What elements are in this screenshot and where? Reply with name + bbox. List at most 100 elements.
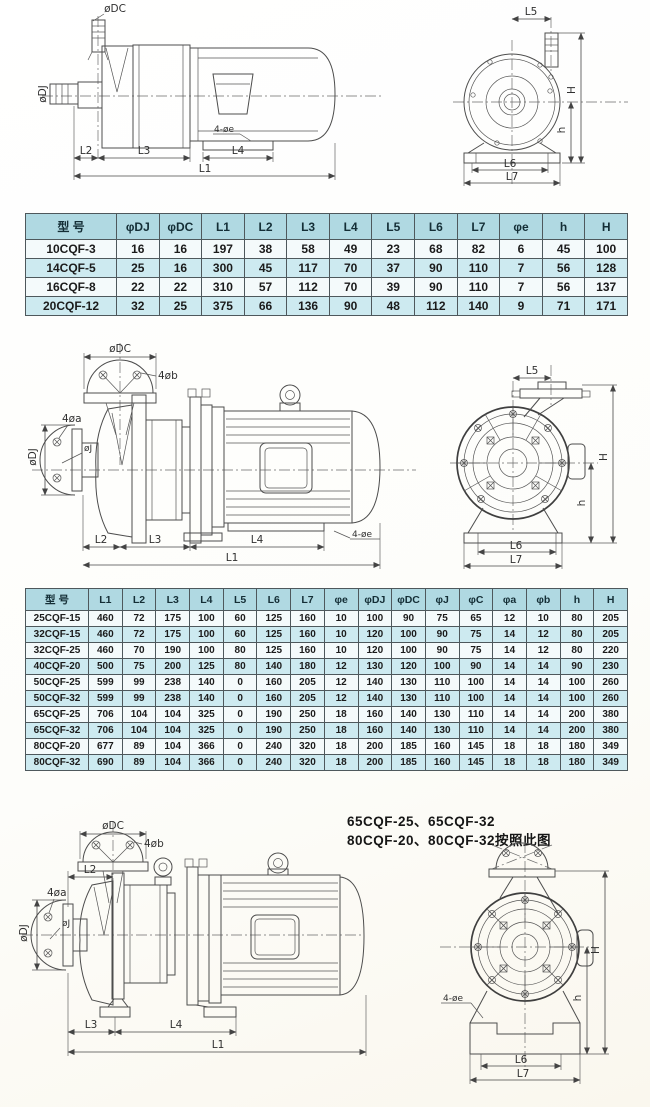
- value-cell: 366: [189, 754, 224, 771]
- value-cell: 205: [593, 626, 628, 643]
- dim-label: 4øa: [62, 413, 82, 425]
- model-cell: 20CQF-12: [25, 296, 117, 316]
- value-cell: 190: [256, 722, 292, 739]
- value-cell: 375: [201, 296, 245, 316]
- column-header: L1: [88, 588, 123, 611]
- table-row: 32CQF-25 460 70 190 100 80 125 160 10 120 100 90 75 1…: [25, 642, 628, 659]
- value-cell: 99: [121, 690, 157, 707]
- value-cell: 130: [391, 690, 426, 707]
- dim-label: 4-øe: [352, 530, 372, 540]
- value-cell: 100: [357, 610, 393, 627]
- value-cell: 37: [371, 258, 416, 278]
- value-cell: 100: [424, 658, 460, 675]
- dim-label: øDJ: [18, 924, 30, 942]
- column-header: φe: [499, 213, 543, 240]
- value-cell: 90: [424, 626, 460, 643]
- dim-label: L4: [251, 534, 264, 546]
- value-cell: 38: [243, 239, 288, 259]
- model-cell: 16CQF-8: [25, 277, 117, 297]
- value-cell: 104: [121, 706, 157, 723]
- centerlines: [22, 821, 364, 936]
- column-header: φC: [458, 588, 494, 611]
- value-cell: 100: [391, 642, 426, 659]
- value-cell: 90: [458, 658, 494, 675]
- dimensions: øDC øDJ 4-øe L2 L3 L4 L1: [37, 3, 336, 180]
- value-cell: 89: [121, 754, 157, 771]
- column-header: L7: [290, 588, 325, 611]
- column-header: L5: [222, 588, 258, 611]
- value-cell: 75: [458, 626, 494, 643]
- value-cell: 137: [584, 277, 628, 297]
- value-cell: 240: [256, 738, 292, 755]
- value-cell: 7: [499, 277, 543, 297]
- dimensions: L5 H h L6 L7: [463, 365, 617, 569]
- value-cell: 80: [559, 626, 595, 643]
- value-cell: 160: [424, 738, 460, 755]
- dimensions: øDC 4øb L2 4øa øJ øDJ L3 L4 L1: [18, 820, 367, 1056]
- value-cell: 12: [492, 610, 527, 627]
- value-cell: 200: [559, 722, 595, 739]
- centerlines: [450, 365, 598, 533]
- value-cell: 10: [323, 642, 359, 659]
- column-header: φDC: [391, 588, 426, 611]
- value-cell: 200: [357, 754, 393, 771]
- value-cell: 100: [391, 626, 426, 643]
- value-cell: 128: [584, 258, 628, 278]
- value-cell: 22: [116, 277, 160, 297]
- pump-outline: [49, 19, 336, 151]
- value-cell: 90: [414, 258, 458, 278]
- column-header: L3: [286, 213, 330, 240]
- dimensions: 4-øe H h L6 L7: [441, 870, 609, 1084]
- model-cell: 32CQF-25: [25, 642, 89, 659]
- value-cell: 104: [155, 706, 191, 723]
- value-cell: 14: [492, 690, 527, 707]
- value-cell: 56: [541, 258, 586, 278]
- column-header: L6: [256, 588, 292, 611]
- column-header: 型 号: [25, 588, 89, 611]
- value-cell: 90: [424, 642, 460, 659]
- flanged-pump-side-view: øDC 4øb 4øa øJ øDJ 4-øe L2 L3 L4 L: [27, 343, 416, 569]
- value-cell: 80: [222, 658, 258, 675]
- column-header: φDJ: [116, 213, 160, 240]
- value-cell: 160: [424, 754, 460, 771]
- value-cell: 171: [584, 296, 628, 316]
- model-cell: 14CQF-5: [25, 258, 117, 278]
- column-header: L6: [414, 213, 458, 240]
- dim-label: 4øa: [47, 887, 67, 899]
- value-cell: 238: [155, 674, 191, 691]
- dim-label: L2: [95, 534, 108, 546]
- value-cell: 250: [290, 722, 325, 739]
- value-cell: 160: [357, 722, 393, 739]
- value-cell: 460: [88, 610, 123, 627]
- column-header: φDJ: [357, 588, 393, 611]
- value-cell: 460: [88, 642, 123, 659]
- value-cell: 10: [323, 610, 359, 627]
- dim-label: L4: [170, 1019, 183, 1031]
- value-cell: 45: [541, 239, 586, 259]
- table-row: 65CQF-32 706 104 104 325 0 190 250 18 160 140 130 11…: [25, 722, 628, 739]
- value-cell: 238: [155, 690, 191, 707]
- value-cell: 200: [155, 658, 191, 675]
- dim-label: L2: [80, 145, 93, 157]
- header-row: 型 号 L1 L2 L3 L4 L5 L6 L7 φe φDJ φDC φJ φC φa φb h H: [25, 588, 628, 611]
- model-cell: 80CQF-32: [25, 754, 89, 771]
- dim-label: L7: [517, 1068, 530, 1080]
- value-cell: 12: [525, 626, 561, 643]
- value-cell: 190: [256, 706, 292, 723]
- value-cell: 72: [121, 626, 157, 643]
- value-cell: 175: [155, 610, 191, 627]
- value-cell: 180: [559, 754, 595, 771]
- value-cell: 130: [424, 706, 460, 723]
- dimensions: øDC 4øb 4øa øJ øDJ 4-øe L2 L3 L4 L: [27, 343, 381, 569]
- value-cell: 117: [286, 258, 330, 278]
- value-cell: 58: [286, 239, 330, 259]
- value-cell: 140: [189, 690, 224, 707]
- value-cell: 100: [189, 610, 224, 627]
- dim-label: øDJ: [27, 448, 39, 466]
- value-cell: 205: [290, 690, 325, 707]
- value-cell: 10: [525, 610, 561, 627]
- value-cell: 18: [525, 738, 561, 755]
- dim-label: L2: [84, 864, 97, 876]
- value-cell: 60: [222, 610, 258, 627]
- dim-label: L6: [510, 540, 523, 552]
